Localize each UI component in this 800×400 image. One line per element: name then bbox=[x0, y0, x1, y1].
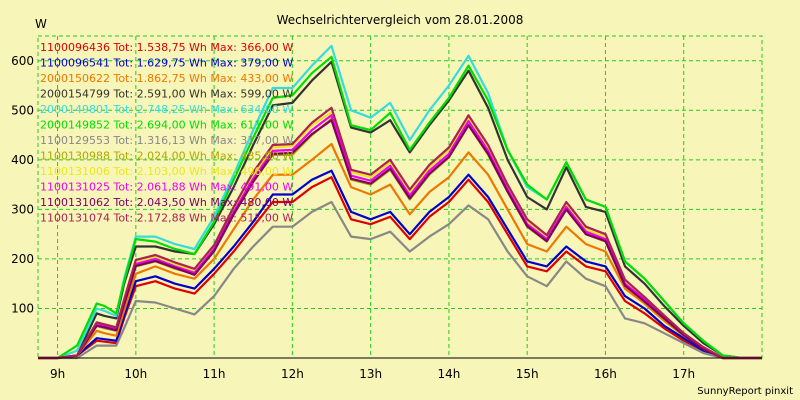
series-lines bbox=[38, 44, 762, 360]
x-tick-label: 10h bbox=[124, 367, 147, 381]
legend-entry: 1100131074 Tot: 2.172,88 Wh Max: 515,00 … bbox=[40, 212, 293, 225]
x-tick-label: 17h bbox=[672, 367, 695, 381]
series-line bbox=[38, 119, 762, 360]
legend-entry: 1100131025 Tot: 2.061,88 Wh Max: 491,00 … bbox=[40, 181, 293, 194]
legend-entry: 1100129553 Tot: 1.316,13 Wh Max: 317,00 … bbox=[40, 134, 293, 147]
legend-entry: 2000149852 Tot: 2.694,00 Wh Max: 611,00 … bbox=[40, 119, 293, 132]
footer-credit: SunnyReport pinxit bbox=[697, 386, 793, 397]
x-tick-label: 14h bbox=[437, 367, 460, 381]
x-tick-label: 13h bbox=[359, 367, 382, 381]
y-tick-label: 600 bbox=[11, 54, 34, 68]
chart-title: Wechselrichtervergleich vom 28.01.2008 bbox=[277, 13, 524, 27]
y-tick-label: 100 bbox=[11, 301, 34, 315]
y-tick-label: 300 bbox=[11, 202, 34, 216]
series-line bbox=[38, 106, 762, 360]
legend-entry: 1100096541 Tot: 1.629,75 Wh Max: 379,00 … bbox=[40, 57, 293, 70]
y-axis-label: W bbox=[35, 17, 47, 31]
legend-entry: 1100130988 Tot: 2.024,00 Wh Max: 485,00 … bbox=[40, 150, 293, 163]
legend-entry: 2000154799 Tot: 2.591,00 Wh Max: 599,00 … bbox=[40, 88, 293, 101]
series-line bbox=[38, 200, 762, 360]
legend-entry: 2000149801 Tot: 2.748,25 Wh Max: 634,00 … bbox=[40, 103, 293, 116]
legend-entry: 1100131062 Tot: 2.043,50 Wh Max: 480,00 … bbox=[40, 196, 293, 209]
legend-entry: 1100131006 Tot: 2.103,00 Wh Max: 496,00 … bbox=[40, 165, 293, 178]
legend-entry: 1100096436 Tot: 1.538,75 Wh Max: 366,00 … bbox=[40, 41, 293, 54]
x-tick-label: 12h bbox=[281, 367, 304, 381]
series-line bbox=[38, 142, 762, 360]
y-tick-label: 400 bbox=[11, 153, 34, 167]
x-tick-label: 15h bbox=[516, 367, 539, 381]
axes: 100 200 300 400 500 600 9h 10h 11h 12h 13h 14h 15h 16… bbox=[11, 54, 762, 381]
legend: 1100096436 Tot: 1.538,75 Wh Max: 366,00 … bbox=[40, 41, 293, 225]
x-tick-label: 11h bbox=[203, 367, 226, 381]
series-line bbox=[38, 55, 762, 360]
x-tick-label: 9h bbox=[50, 367, 65, 381]
series-line bbox=[38, 176, 762, 360]
series-line bbox=[38, 169, 762, 360]
series-line bbox=[38, 60, 762, 360]
x-tick-label: 16h bbox=[594, 367, 617, 381]
y-tick-label: 500 bbox=[11, 103, 34, 117]
legend-entry: 2000150622 Tot: 1.862,75 Wh Max: 433,00 … bbox=[40, 72, 293, 85]
y-tick-label: 200 bbox=[11, 252, 34, 266]
